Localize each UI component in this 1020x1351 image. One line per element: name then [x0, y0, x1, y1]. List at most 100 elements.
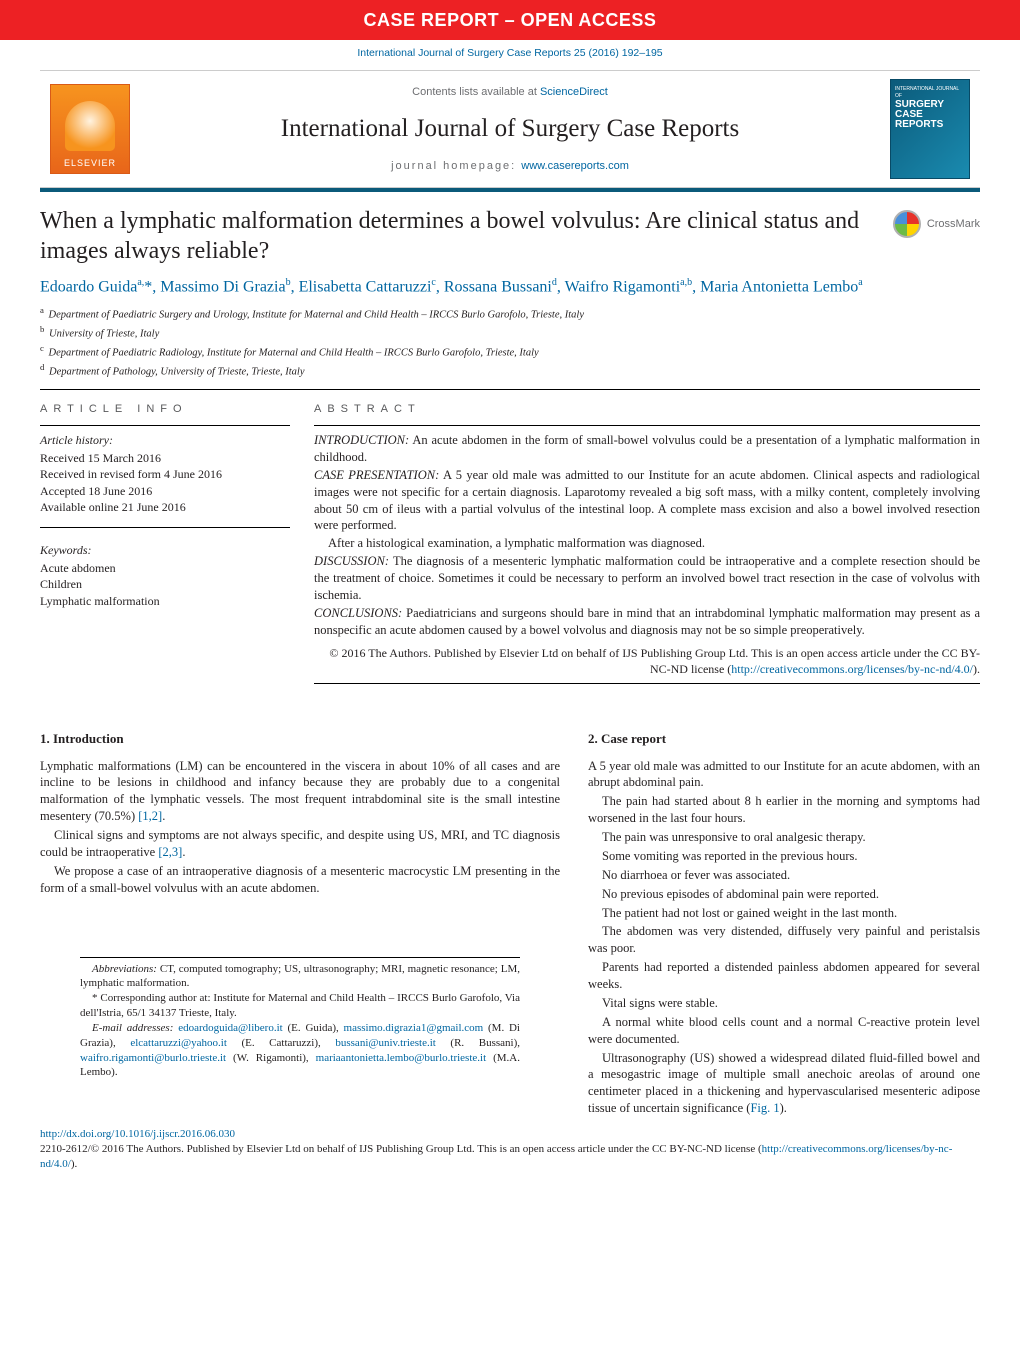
journal-cover-wrap: INTERNATIONAL JOURNAL OF SURGERY CASE RE… — [880, 79, 980, 179]
email-who: (E. Cattaruzzi), — [227, 1037, 336, 1049]
case-para: Vital signs were stable. — [588, 995, 980, 1012]
sciencedirect-link[interactable]: ScienceDirect — [540, 86, 608, 98]
history-line: Available online 21 June 2016 — [40, 499, 290, 515]
case-heading: 2. Case report — [588, 730, 980, 748]
info-abstract-row: ARTICLE INFO Article history: Received 1… — [40, 402, 980, 690]
ref-link[interactable]: [1,2] — [138, 809, 162, 823]
article-header: When a lymphatic malformation determines… — [40, 206, 980, 266]
abstract-para: CASE PRESENTATION: A 5 year old male was… — [314, 467, 980, 535]
article-title: When a lymphatic malformation determines… — [40, 206, 980, 266]
affiliation-line: c Department of Paediatric Radiology, In… — [40, 342, 980, 361]
case-para: The patient had not lost or gained weigh… — [588, 905, 980, 922]
license-close: ). — [71, 1158, 77, 1170]
keywords-label: Keywords: — [40, 542, 290, 558]
email-link[interactable]: mariaantonietta.lembo@burlo.trieste.it — [316, 1052, 487, 1064]
affiliation-line: a Department of Paediatric Surgery and U… — [40, 304, 980, 323]
case-para: Ultrasonography (US) showed a widespread… — [588, 1050, 980, 1118]
email-link[interactable]: bussani@univ.trieste.it — [335, 1037, 435, 1049]
intro-heading: 1. Introduction — [40, 730, 560, 748]
publisher-logo-wrap: ELSEVIER — [40, 79, 140, 179]
case-para: Some vomiting was reported in the previo… — [588, 848, 980, 865]
case-para: No diarrhoea or fever was associated. — [588, 867, 980, 884]
abs-rule — [314, 425, 980, 426]
doi-link[interactable]: http://dx.doi.org/10.1016/j.ijscr.2016.0… — [40, 1128, 235, 1140]
case-para: A normal white blood cells count and a n… — [588, 1014, 980, 1048]
email-who: (R. Bussani), — [436, 1037, 520, 1049]
case-para: The abdomen was very distended, diffusel… — [588, 923, 980, 957]
doi-block: http://dx.doi.org/10.1016/j.ijscr.2016.0… — [40, 1127, 980, 1142]
journal-cover[interactable]: INTERNATIONAL JOURNAL OF SURGERY CASE RE… — [890, 79, 970, 179]
right-column: 2. Case report A 5 year old male was adm… — [588, 730, 980, 1119]
abbreviations-footnote: Abbreviations: CT, computed tomography; … — [80, 962, 520, 992]
homepage-link[interactable]: www.casereports.com — [521, 160, 629, 172]
article-info-col: ARTICLE INFO Article history: Received 1… — [40, 402, 290, 690]
contents-line: Contents lists available at ScienceDirec… — [140, 85, 880, 100]
case-para: The pain had started about 8 h earlier i… — [588, 793, 980, 827]
footnotes: Abbreviations: CT, computed tomography; … — [80, 957, 520, 1081]
email-link[interactable]: waifro.rigamonti@burlo.trieste.it — [80, 1052, 226, 1064]
case-para: No previous episodes of abdominal pain w… — [588, 886, 980, 903]
intro-para: Clinical signs and symptoms are not alwa… — [40, 827, 560, 861]
abstract-para: INTRODUCTION: An acute abdomen in the fo… — [314, 432, 980, 466]
contents-prefix: Contents lists available at — [412, 86, 540, 98]
elsevier-logo[interactable]: ELSEVIER — [50, 84, 130, 174]
journal-title: International Journal of Surgery Case Re… — [140, 112, 880, 146]
abstract-para: DISCUSSION: The diagnosis of a mesenteri… — [314, 553, 980, 604]
email-link[interactable]: massimo.digrazia1@gmail.com — [344, 1022, 484, 1034]
cover-line1: INTERNATIONAL JOURNAL OF — [895, 86, 965, 100]
left-column: 1. Introduction Lymphatic malformations … — [40, 730, 560, 1119]
info-rule-2 — [40, 527, 290, 528]
ref-link[interactable]: [2,3] — [158, 845, 182, 859]
crossmark-icon — [893, 210, 921, 238]
cover-line2: SURGERY CASE REPORTS — [895, 100, 965, 130]
case-para: Parents had reported a distended painles… — [588, 959, 980, 993]
corr-label: * Corresponding author at: — [92, 992, 211, 1004]
intro-para: We propose a case of an intraoperative d… — [40, 863, 560, 897]
author-list: Edoardo Guidaa,*, Massimo Di Graziab, El… — [40, 276, 980, 298]
keyword: Acute abdomen — [40, 560, 290, 576]
issn-line: 2210-2612/© 2016 The Authors. Published … — [40, 1143, 762, 1155]
corresponding-footnote: * Corresponding author at: Institute for… — [80, 991, 520, 1021]
masthead: ELSEVIER Contents lists available at Sci… — [40, 70, 980, 188]
abstract-para: CONCLUSIONS: Paediatricians and surgeons… — [314, 605, 980, 639]
license-block: 2210-2612/© 2016 The Authors. Published … — [40, 1142, 980, 1172]
case-para: The pain was unresponsive to oral analge… — [588, 829, 980, 846]
body-columns: 1. Introduction Lymphatic malformations … — [40, 730, 980, 1119]
elsevier-tree-icon — [65, 101, 115, 151]
abstract-body: INTRODUCTION: An acute abdomen in the fo… — [314, 432, 980, 639]
intro-para: Lymphatic malformations (LM) can be enco… — [40, 758, 560, 826]
email-label: E-mail addresses: — [92, 1022, 173, 1034]
rule-1 — [40, 389, 980, 390]
abbrev-label: Abbreviations: — [92, 963, 157, 975]
abstract-heading: ABSTRACT — [314, 402, 980, 417]
affiliations: a Department of Paediatric Surgery and U… — [40, 304, 980, 379]
license-link[interactable]: http://creativecommons.org/licenses/by-n… — [731, 662, 973, 676]
abstract-para: After a histological examination, a lymp… — [314, 535, 980, 552]
article-info-heading: ARTICLE INFO — [40, 402, 290, 417]
keyword: Lymphatic malformation — [40, 593, 290, 609]
copyright-close: ). — [973, 662, 980, 676]
citation-line: International Journal of Surgery Case Re… — [0, 40, 1020, 70]
masthead-center: Contents lists available at ScienceDirec… — [140, 79, 880, 179]
email-link[interactable]: edoardoguida@libero.it — [178, 1022, 283, 1034]
keyword: Children — [40, 576, 290, 592]
case-para: A 5 year old male was admitted to our In… — [588, 758, 980, 792]
crossmark-label: CrossMark — [927, 217, 980, 232]
history-line: Accepted 18 June 2016 — [40, 483, 290, 499]
history-line: Received in revised form 4 June 2016 — [40, 466, 290, 482]
emails-footnote: E-mail addresses: edoardoguida@libero.it… — [80, 1021, 520, 1080]
separator-bar — [40, 188, 980, 192]
history-line: Received 15 March 2016 — [40, 450, 290, 466]
abs-rule-2 — [314, 683, 980, 684]
affiliation-line: b University of Trieste, Italy — [40, 323, 980, 342]
crossmark-badge[interactable]: CrossMark — [893, 210, 980, 238]
abstract-col: ABSTRACT INTRODUCTION: An acute abdomen … — [314, 402, 980, 690]
abstract-copyright: © 2016 The Authors. Published by Elsevie… — [314, 645, 980, 677]
info-rule-1 — [40, 425, 290, 426]
email-who: (W. Rigamonti), — [226, 1052, 316, 1064]
email-who: (E. Guida), — [283, 1022, 344, 1034]
email-link[interactable]: elcattaruzzi@yahoo.it — [130, 1037, 227, 1049]
affiliation-line: d Department of Pathology, University of… — [40, 361, 980, 380]
fig-link[interactable]: Fig. 1 — [750, 1101, 779, 1115]
journal-homepage-line: journal homepage: www.casereports.com — [140, 159, 880, 174]
